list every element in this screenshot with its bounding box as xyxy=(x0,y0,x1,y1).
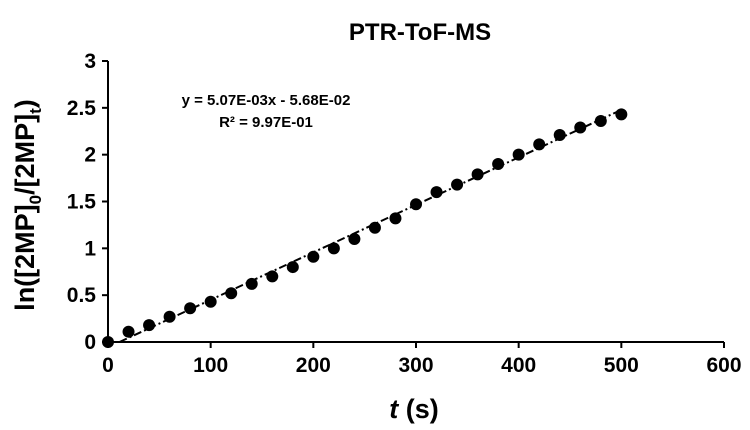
x-tick-label: 400 xyxy=(501,354,536,377)
x-tick-label: 200 xyxy=(296,354,331,377)
y-tick-label: 1 xyxy=(84,237,96,260)
y-axis-label-part: ln([2MP] xyxy=(10,204,40,310)
data-point xyxy=(492,158,505,171)
data-point xyxy=(184,302,197,315)
x-axis-label-variable: t xyxy=(389,394,399,424)
data-point xyxy=(615,108,628,121)
data-point xyxy=(430,186,443,199)
trendline-equation: y = 5.07E-03x - 5.68E-02 xyxy=(182,92,351,109)
data-point xyxy=(553,128,566,141)
data-points xyxy=(102,108,628,348)
data-point xyxy=(163,310,176,323)
x-tick-label: 500 xyxy=(604,354,639,377)
chart-title: PTR-ToF-MS xyxy=(349,19,491,46)
y-tick-label: 0 xyxy=(84,331,96,354)
r-squared-label: R² = 9.97E-01 xyxy=(219,114,313,131)
y-axis-label-part: ) xyxy=(10,99,40,108)
data-point xyxy=(594,114,607,127)
data-point xyxy=(102,336,114,348)
x-tick-label: 0 xyxy=(102,354,114,377)
y-axis-label-part: /[2MP] xyxy=(10,114,40,195)
data-point xyxy=(368,221,381,234)
data-point xyxy=(286,261,299,274)
y-tick-label: 0.5 xyxy=(67,284,97,307)
x-tick-label: 600 xyxy=(706,354,741,377)
x-axis-label-unit: (s) xyxy=(398,394,439,424)
y-tick-label: 2 xyxy=(84,144,96,167)
y-axis-label: ln([2MP]0/[2MP]t) xyxy=(10,99,45,311)
data-point xyxy=(410,198,422,211)
y-axis-label-subscript: t xyxy=(26,108,45,114)
data-point xyxy=(574,121,587,134)
x-axis-ticks: 0 100 200 300 400 500 600 xyxy=(102,342,742,377)
y-axis-label-subscript: 0 xyxy=(26,195,45,204)
x-tick-label: 300 xyxy=(398,354,433,377)
data-point xyxy=(471,168,484,181)
data-point xyxy=(512,148,525,161)
data-point xyxy=(204,295,217,308)
y-axis-ticks: 0 0.5 1 1.5 2 2.5 3 xyxy=(67,50,108,354)
data-point xyxy=(307,250,320,263)
data-point xyxy=(143,319,156,332)
data-point xyxy=(327,242,340,255)
data-point xyxy=(225,287,238,300)
data-point xyxy=(348,232,361,245)
y-tick-label: 3 xyxy=(84,50,96,73)
data-point xyxy=(451,178,464,191)
y-tick-label: 2.5 xyxy=(67,97,97,120)
data-point xyxy=(389,212,402,225)
y-tick-label: 1.5 xyxy=(67,191,97,214)
data-point xyxy=(533,138,546,151)
data-point xyxy=(266,270,279,283)
data-point xyxy=(245,277,258,290)
x-axis-label: t (s) xyxy=(389,394,439,424)
data-point xyxy=(122,325,135,338)
x-tick-label: 100 xyxy=(193,354,228,377)
